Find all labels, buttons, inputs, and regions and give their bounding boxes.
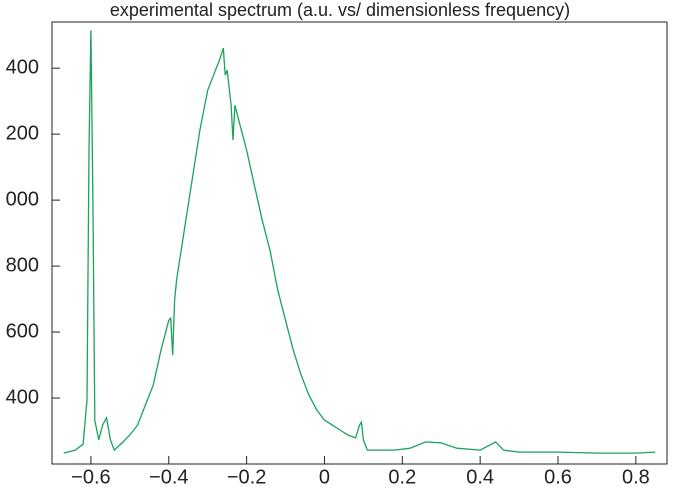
y-tick-label: 000 (6, 188, 39, 210)
y-tick-label: 400 (6, 386, 39, 408)
y-tick-label: 400 (6, 56, 39, 78)
x-tick-label: −0.6 (71, 466, 110, 487)
x-tick-label: 0 (319, 466, 330, 487)
x-tick-label: 0.6 (544, 466, 572, 487)
y-tick-label: 800 (6, 254, 39, 276)
plot-frame (51, 21, 668, 465)
x-tick-label: −0.4 (149, 466, 188, 487)
x-tick-label: 0.2 (388, 466, 416, 487)
chart-title: experimental spectrum (a.u. vs/ dimensio… (110, 0, 570, 20)
spectrum-line (63, 30, 656, 454)
x-tick-label: 0.4 (466, 466, 494, 487)
x-tick-label: 0.8 (622, 466, 650, 487)
y-tick-label: 600 (6, 320, 39, 342)
y-tick-label: 200 (6, 122, 39, 144)
x-tick-label: −0.2 (227, 466, 266, 487)
